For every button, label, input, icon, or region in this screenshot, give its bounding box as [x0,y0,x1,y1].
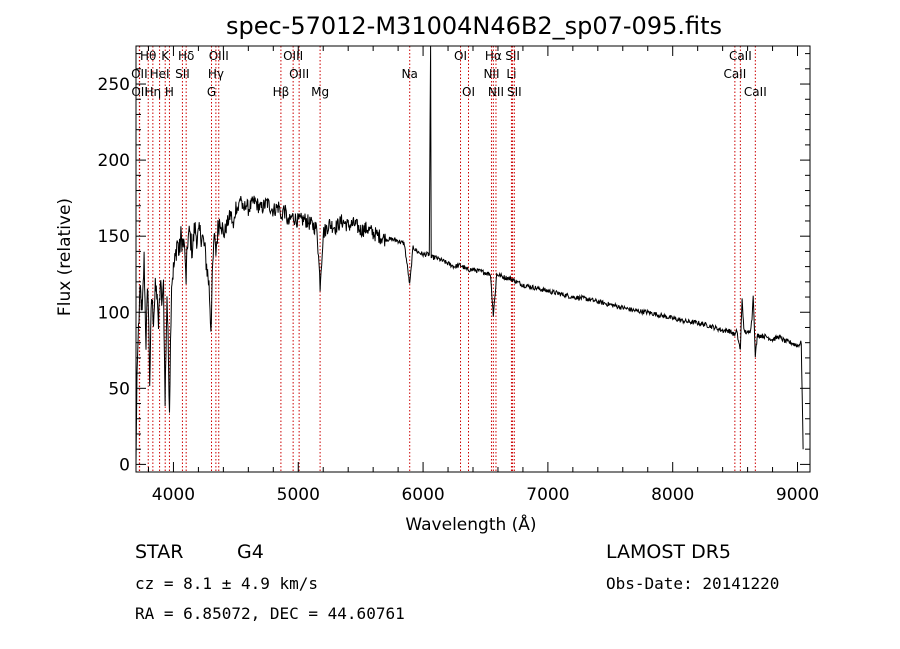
y-axis: 0 50 100 150 200 250 [98,53,810,475]
y-tick-label-0: 0 [119,455,130,475]
line-label-5: Na [402,67,418,81]
coordinates-readout: RA = 6.85072, DEC = 44.60761 [135,604,405,623]
line-label-23: Mg [311,85,329,99]
line-label-15: NII [483,67,499,81]
line-label-12: SII [175,67,190,81]
line-label-3: OIII [209,49,229,63]
x-axis-label: Wavelength (Å) [405,513,536,535]
survey-name: LAMOST DR5 [606,541,731,563]
spectral-subclass: G4 [237,541,264,563]
line-label-14: OIII [289,67,309,81]
line-label-17: CaII [723,67,746,81]
plot-frame [135,45,811,473]
x-axis: 4000 5000 6000 7000 8000 9000 [147,46,819,505]
line-label-19: Hη [145,85,162,99]
line-label-4: OIII [283,49,303,63]
x-tick-label-5: 9000 [776,485,819,505]
line-label-24: OI [462,85,475,99]
y-axis-label: Flux (relative) [55,198,75,316]
object-class: STAR [135,541,184,563]
line-label-0: Hθ [140,49,156,63]
spectrum-line [135,45,804,465]
y-tick-label-5: 250 [98,75,130,95]
line-label-9: CaII [729,49,752,63]
redshift-readout: cz = 8.1 ± 4.9 km/s [135,574,319,593]
x-tick-label-1: 5000 [277,485,320,505]
x-tick-label-0: 4000 [152,485,195,505]
chart-title: spec-57012-M31004N46B2_sp07-095.fits [226,12,722,40]
line-label-26: SII [507,85,522,99]
spectrum-series [135,45,804,465]
x-tick-label-4: 8000 [651,485,694,505]
x-tick-label-2: 6000 [401,485,444,505]
line-label-2: Hδ [178,49,194,63]
line-label-25: NII [488,85,504,99]
line-label-22: Hβ [273,85,290,99]
line-label-11: HeI [150,67,170,81]
line-label-6: OI [454,49,467,63]
line-label-1: K [161,49,170,63]
line-label-7: Hα [485,49,502,63]
line-label-21: G [207,85,216,99]
x-tick-label-3: 7000 [526,485,569,505]
y-tick-label-4: 200 [98,151,130,171]
line-label-16: Li [506,67,516,81]
y-tick-label-3: 150 [98,227,130,247]
y-tick-label-2: 100 [98,303,130,323]
y-tick-label-1: 50 [108,379,130,399]
line-label-13: Hγ [208,67,224,81]
observation-date: Obs-Date: 20141220 [606,574,780,593]
line-label-27: CaII [744,85,767,99]
line-label-18: OII [131,85,148,99]
line-label-8: SII [505,49,520,63]
line-label-20: H [165,85,174,99]
